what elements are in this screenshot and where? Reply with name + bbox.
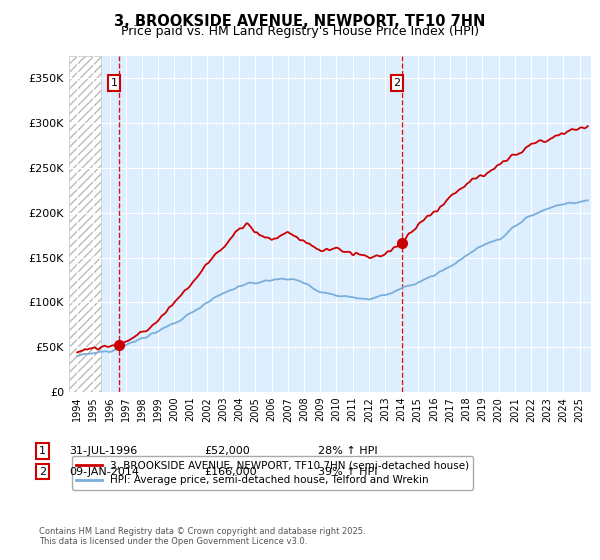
Bar xyxy=(69,56,101,392)
Text: 31-JUL-1996: 31-JUL-1996 xyxy=(69,446,137,456)
Text: Contains HM Land Registry data © Crown copyright and database right 2025.
This d: Contains HM Land Registry data © Crown c… xyxy=(39,526,365,546)
Text: 2: 2 xyxy=(394,78,401,88)
Text: 2: 2 xyxy=(39,466,46,477)
Text: 1: 1 xyxy=(39,446,46,456)
Text: 1: 1 xyxy=(110,78,118,88)
Text: 28% ↑ HPI: 28% ↑ HPI xyxy=(318,446,377,456)
Text: £52,000: £52,000 xyxy=(204,446,250,456)
Text: 39% ↑ HPI: 39% ↑ HPI xyxy=(318,466,377,477)
Legend: 3, BROOKSIDE AVENUE, NEWPORT, TF10 7HN (semi-detached house), HPI: Average price: 3, BROOKSIDE AVENUE, NEWPORT, TF10 7HN (… xyxy=(71,456,473,489)
Text: £166,000: £166,000 xyxy=(204,466,257,477)
Text: 3, BROOKSIDE AVENUE, NEWPORT, TF10 7HN: 3, BROOKSIDE AVENUE, NEWPORT, TF10 7HN xyxy=(115,14,485,29)
Text: Price paid vs. HM Land Registry's House Price Index (HPI): Price paid vs. HM Land Registry's House … xyxy=(121,25,479,38)
Text: 09-JAN-2014: 09-JAN-2014 xyxy=(69,466,139,477)
